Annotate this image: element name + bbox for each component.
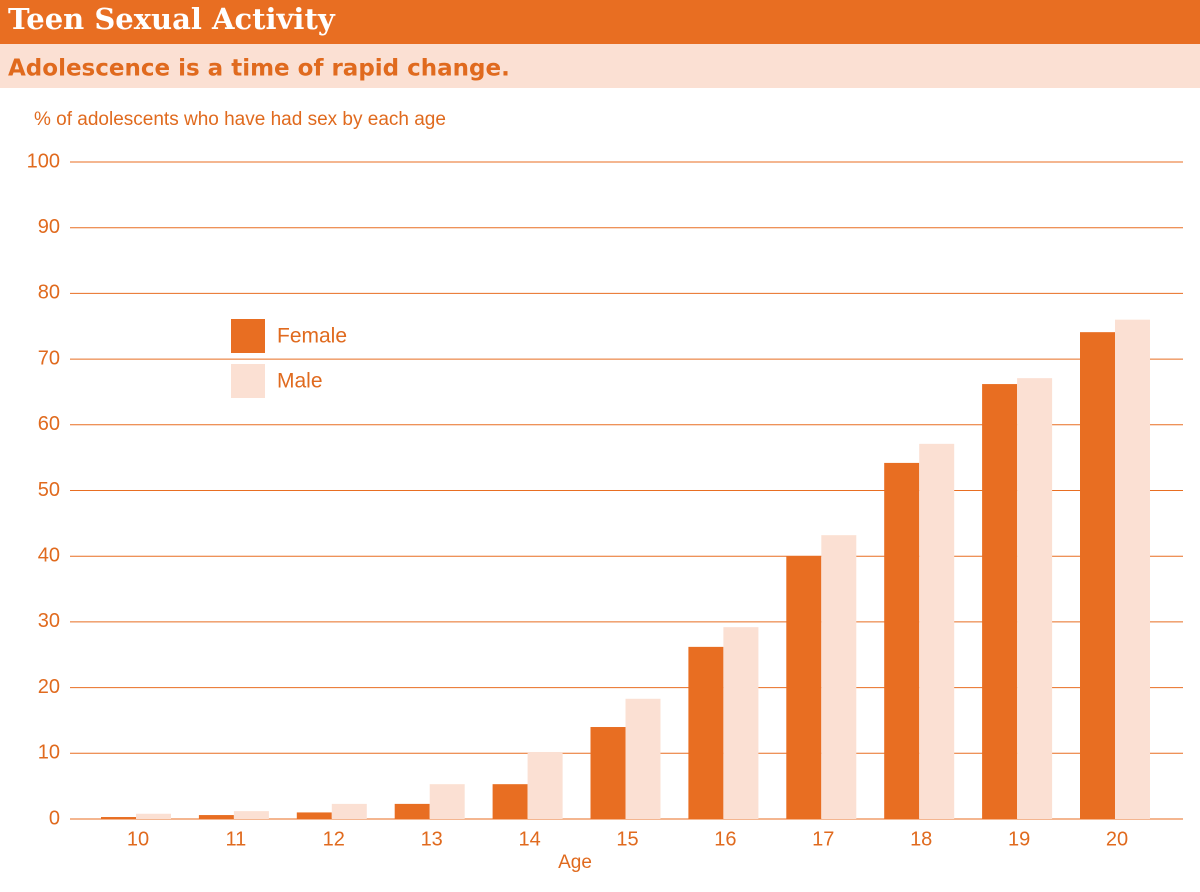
chart-title: Teen Sexual Activity [8,2,336,36]
bar [786,556,822,819]
x-tick-label: 18 [910,828,932,850]
y-tick-label: 80 [38,282,60,304]
x-tick-label: 11 [226,828,247,850]
x-axis-label: Age [558,852,592,873]
y-tick-label: 60 [38,413,60,435]
x-tick-label: 12 [323,828,345,850]
bar [198,815,234,819]
y-tick-label: 50 [38,479,60,501]
y-tick-label: 10 [38,742,60,764]
bar [233,811,269,819]
y-tick-label: 90 [38,216,60,238]
bar [590,727,626,819]
bar [982,384,1018,819]
bar [1115,319,1150,819]
bar [1017,378,1053,819]
bar [492,784,528,819]
y-tick-label: 100 [27,150,60,172]
x-tick-label: 16 [714,828,736,850]
y-tick-label: 40 [38,544,60,566]
x-tick-label: 15 [616,828,638,850]
y-tick-label: 20 [38,676,60,698]
bar [821,535,857,819]
x-tick-label: 13 [421,828,443,850]
x-tick-label: 20 [1106,828,1128,850]
bar [1080,332,1115,819]
bar [723,627,759,819]
title-band [0,0,1200,44]
bar [429,784,465,819]
chart-subtitle: Adolescence is a time of rapid change. [8,56,510,82]
bar [136,813,171,819]
bar [919,443,955,819]
x-tick-label: 10 [127,828,149,850]
bar [101,817,136,819]
legend-label: Male [277,370,323,393]
bar [296,812,332,819]
x-tick-label: 19 [1008,828,1030,850]
bar [625,698,661,819]
legend-swatch [231,319,265,353]
y-tick-label: 70 [38,347,60,369]
bar [884,462,920,819]
y-axis-label: % of adolescents who have had sex by eac… [34,109,446,130]
legend-label: Female [277,325,347,348]
bar [331,803,367,819]
bar [688,646,724,819]
y-tick-label: 30 [38,610,60,632]
x-tick-label: 14 [518,828,540,850]
x-tick-label: 17 [812,828,834,850]
subtitle-band [0,44,1200,88]
bar [527,751,563,819]
legend-swatch [231,364,265,398]
y-tick-label: 0 [49,807,60,829]
bar [394,803,430,819]
